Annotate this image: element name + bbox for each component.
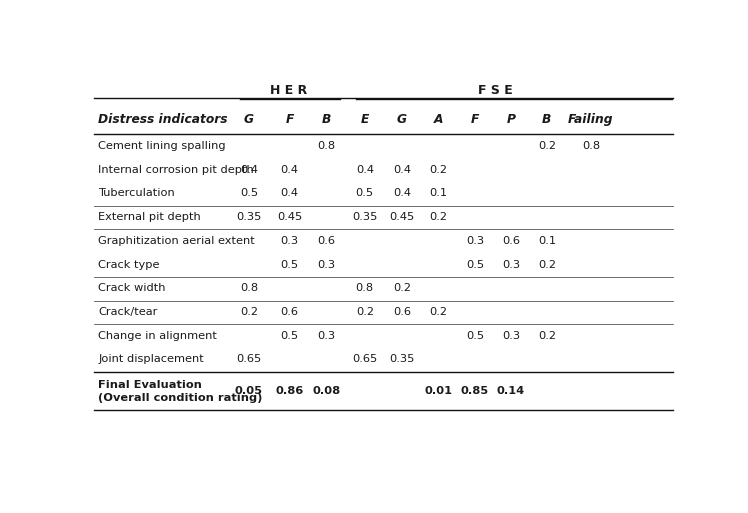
Text: 0.1: 0.1 [538,236,556,246]
Text: 0.2: 0.2 [240,307,258,317]
Text: Internal corrosion pit depth: Internal corrosion pit depth [98,165,254,175]
Text: 0.8: 0.8 [582,141,600,151]
Text: 0.8: 0.8 [240,283,258,293]
Text: 0.2: 0.2 [538,141,556,151]
Text: 0.3: 0.3 [317,260,336,269]
Text: 0.2: 0.2 [429,307,447,317]
Text: 0.6: 0.6 [280,307,298,317]
Text: 0.08: 0.08 [313,386,340,396]
Text: B: B [542,113,551,126]
Text: 0.65: 0.65 [236,354,262,364]
Text: 0.05: 0.05 [235,386,263,396]
Text: 0.4: 0.4 [356,165,374,175]
Text: H E R: H E R [270,85,307,97]
Text: 0.3: 0.3 [317,331,336,341]
Text: Failing: Failing [568,113,613,126]
Text: 0.6: 0.6 [502,236,520,246]
Text: 0.65: 0.65 [352,354,378,364]
Text: 0.5: 0.5 [356,188,374,199]
Text: 0.4: 0.4 [393,188,411,199]
Text: E: E [361,113,369,126]
Text: 0.5: 0.5 [466,331,484,341]
Text: 0.4: 0.4 [393,165,411,175]
Text: Final Evaluation
(Overall condition rating): Final Evaluation (Overall condition rati… [98,380,263,403]
Text: Cement lining spalling: Cement lining spalling [98,141,226,151]
Text: 0.5: 0.5 [280,331,298,341]
Text: Change in alignment: Change in alignment [98,331,217,341]
Text: External pit depth: External pit depth [98,212,201,222]
Text: 0.8: 0.8 [356,283,374,293]
Text: G: G [244,113,254,126]
Text: Graphitization aerial extent: Graphitization aerial extent [98,236,255,246]
Text: 0.1: 0.1 [429,188,447,199]
Text: 0.4: 0.4 [280,188,298,199]
Text: 0.35: 0.35 [389,354,414,364]
Text: 0.45: 0.45 [389,212,414,222]
Text: 0.3: 0.3 [502,331,520,341]
Text: 0.45: 0.45 [277,212,302,222]
Text: 0.85: 0.85 [461,386,489,396]
Text: 0.2: 0.2 [393,283,411,293]
Text: 0.8: 0.8 [317,141,336,151]
Text: 0.01: 0.01 [424,386,453,396]
Text: 0.2: 0.2 [538,260,556,269]
Text: 0.2: 0.2 [429,212,447,222]
Text: Tuberculation: Tuberculation [98,188,175,199]
Text: Crack width: Crack width [98,283,165,293]
Text: Crack type: Crack type [98,260,159,269]
Text: Joint displacement: Joint displacement [98,354,204,364]
Text: Distress indicators: Distress indicators [98,113,227,126]
Text: 0.3: 0.3 [502,260,520,269]
Text: 0.2: 0.2 [356,307,374,317]
Text: 0.3: 0.3 [280,236,298,246]
Text: 0.14: 0.14 [497,386,525,396]
Text: G: G [397,113,407,126]
Text: 0.4: 0.4 [280,165,298,175]
Text: 0.35: 0.35 [352,212,378,222]
Text: 0.35: 0.35 [236,212,262,222]
Text: Crack/tear: Crack/tear [98,307,158,317]
Text: 0.4: 0.4 [240,165,258,175]
Text: 0.2: 0.2 [429,165,447,175]
Text: 0.5: 0.5 [280,260,298,269]
Text: 0.2: 0.2 [538,331,556,341]
Text: 0.6: 0.6 [318,236,336,246]
Text: A: A [434,113,443,126]
Text: B: B [322,113,331,126]
Text: F: F [470,113,479,126]
Text: 0.3: 0.3 [466,236,484,246]
Text: 0.5: 0.5 [466,260,484,269]
Text: F S E: F S E [478,85,512,97]
Text: 0.6: 0.6 [393,307,411,317]
Text: 0.5: 0.5 [240,188,258,199]
Text: F: F [285,113,294,126]
Text: 0.86: 0.86 [275,386,304,396]
Text: P: P [506,113,515,126]
